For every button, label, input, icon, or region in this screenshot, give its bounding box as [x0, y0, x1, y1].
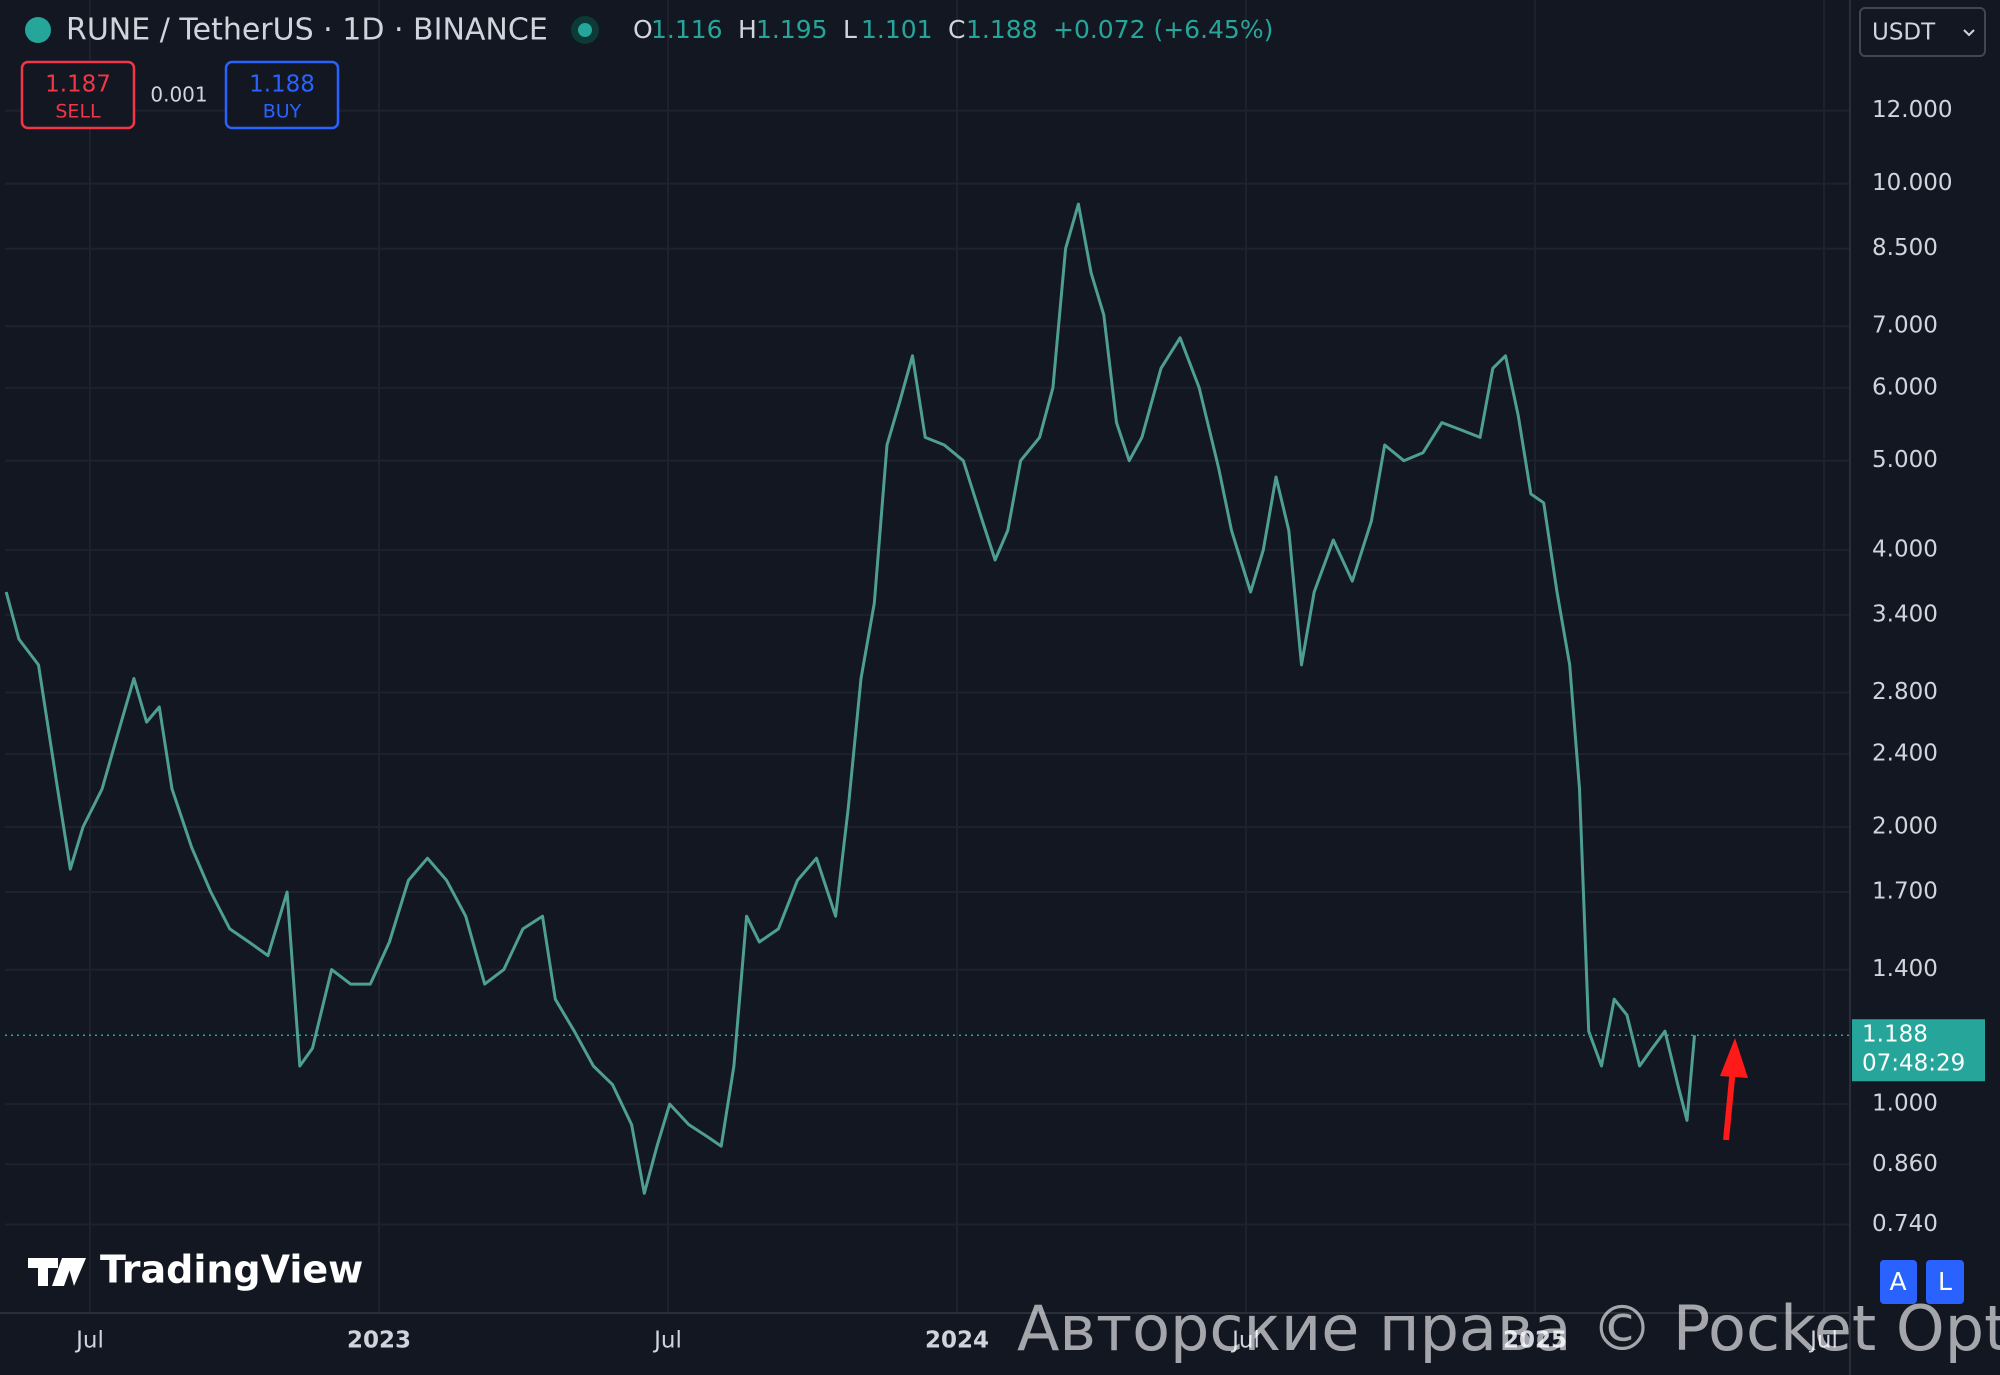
spread: 0.001 — [150, 83, 207, 107]
x-tick-label: Jul — [652, 1328, 682, 1354]
y-tick-label: 2.000 — [1872, 814, 1938, 840]
tradingview-logo: TradingView — [100, 1248, 363, 1292]
buy-price[interactable]: 1.188 — [249, 72, 315, 98]
y-tick-label: 1.000 — [1872, 1091, 1938, 1117]
tradingview-logo-icon — [28, 1258, 86, 1286]
ohlc-value: 1.188 — [966, 15, 1038, 44]
symbol-logo — [25, 17, 51, 43]
market-status — [578, 23, 592, 37]
y-tick-label: 2.800 — [1872, 679, 1938, 705]
axes: 12.000 10.000 8.500 7.000 6.000 5.000 4.000 3.4… — [74, 97, 1985, 1354]
currency-dropdown[interactable] — [1859, 7, 1986, 57]
auto-scale-button[interactable] — [1880, 1260, 1917, 1304]
dropdown-chevron — [1963, 29, 1975, 37]
x-tick-label: Jul — [74, 1328, 104, 1354]
price-tag-value: 1.188 — [1862, 1022, 1928, 1048]
sell-price[interactable]: 1.187 — [45, 72, 111, 98]
log-scale-button[interactable] — [1926, 1260, 1964, 1304]
ohlc-value: 1.101 — [861, 15, 933, 44]
y-tick-label: 6.000 — [1872, 374, 1938, 400]
y-tick-label: 8.500 — [1872, 235, 1938, 261]
plot-area — [4, 202, 1850, 1195]
sell-label[interactable]: SELL — [55, 101, 101, 123]
y-tick-label: 3.400 — [1872, 601, 1938, 627]
buy-label[interactable]: BUY — [263, 101, 302, 123]
annotation-arrow-head — [1720, 1038, 1748, 1078]
ohlc-label: L — [843, 15, 857, 44]
x-tick-label: 2024 — [925, 1328, 989, 1354]
y-tick-label: 2.400 — [1872, 741, 1938, 767]
price-tag — [1852, 1019, 1985, 1082]
y-tick-label: 12.000 — [1872, 97, 1952, 123]
price-change: +0.072 (+6.45%) — [1053, 15, 1273, 44]
buy-button[interactable] — [224, 60, 340, 130]
price-line — [4, 202, 1696, 1195]
ohlc-label: O — [633, 15, 653, 44]
x-tick-label: Jul — [1230, 1328, 1260, 1354]
y-tick-label: 0.860 — [1872, 1151, 1938, 1177]
x-tick-label: 2023 — [347, 1328, 411, 1354]
y-tick-label: 7.000 — [1872, 313, 1938, 339]
ohlc-label: H — [738, 15, 757, 44]
sell-button[interactable] — [20, 60, 136, 130]
ohlc-value: 1.116 — [651, 15, 723, 44]
y-tick-label: 4.000 — [1872, 536, 1938, 562]
annotation-arrow — [1723, 1067, 1736, 1141]
grid — [5, 0, 1850, 1313]
symbol-title: RUNE / TetherUS · 1D · BINANCE — [66, 13, 548, 48]
price-tag-countdown: 07:48:29 — [1862, 1051, 1965, 1077]
ohlc-label: C — [948, 15, 965, 44]
ohlc: O1.116 H 1.195 L 1.101 C 1.188 +0.072 (+6.45%) — [633, 15, 1273, 44]
ohlc-value: 1.195 — [756, 15, 828, 44]
log-scale-label[interactable]: L — [1938, 1267, 1952, 1296]
y-tick-label: 1.400 — [1872, 956, 1938, 982]
y-tick-label: 0.740 — [1872, 1211, 1938, 1237]
currency-label[interactable]: USDT — [1872, 20, 1936, 46]
y-tick-label: 1.700 — [1872, 878, 1938, 904]
x-tick-label: 2025 — [1503, 1328, 1567, 1354]
x-tick-label: Jul — [1808, 1328, 1838, 1354]
y-tick-label: 5.000 — [1872, 447, 1938, 473]
watermark: Авторские права © Pocket Option — [1017, 1292, 2000, 1365]
y-tick-label: 10.000 — [1872, 170, 1952, 196]
auto-scale-label[interactable]: A — [1889, 1267, 1906, 1296]
